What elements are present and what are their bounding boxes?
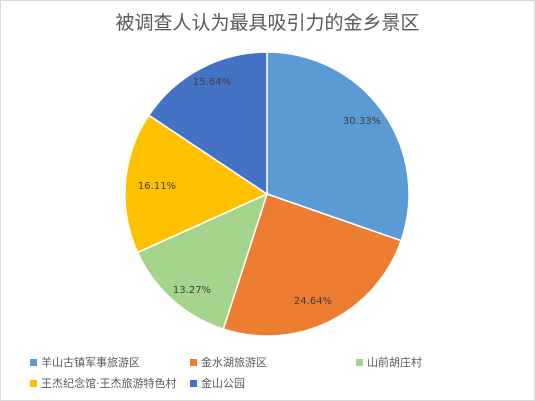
slice-value-label-5: 15.64%: [193, 77, 231, 88]
pie-slice-2: [222, 193, 403, 337]
slice-value-label-4: 16.11%: [138, 181, 176, 192]
pie-slice-1: [266, 51, 410, 242]
slice-value-label-2: 24.64%: [294, 296, 332, 307]
pie-slices: [124, 51, 410, 337]
pie-slice-5: [147, 51, 268, 196]
chart-title: 被调查人认为最具吸引力的金乡景区: [115, 12, 420, 34]
pie-slice-3: [136, 192, 269, 331]
pie-labels: 30.33% 24.64% 13.27% 16.11% 15.64%: [138, 77, 381, 307]
slice-value-label-1: 30.33%: [343, 116, 381, 127]
slice-value-label-3: 13.27%: [173, 285, 211, 296]
pie-slice-4: [124, 114, 269, 254]
